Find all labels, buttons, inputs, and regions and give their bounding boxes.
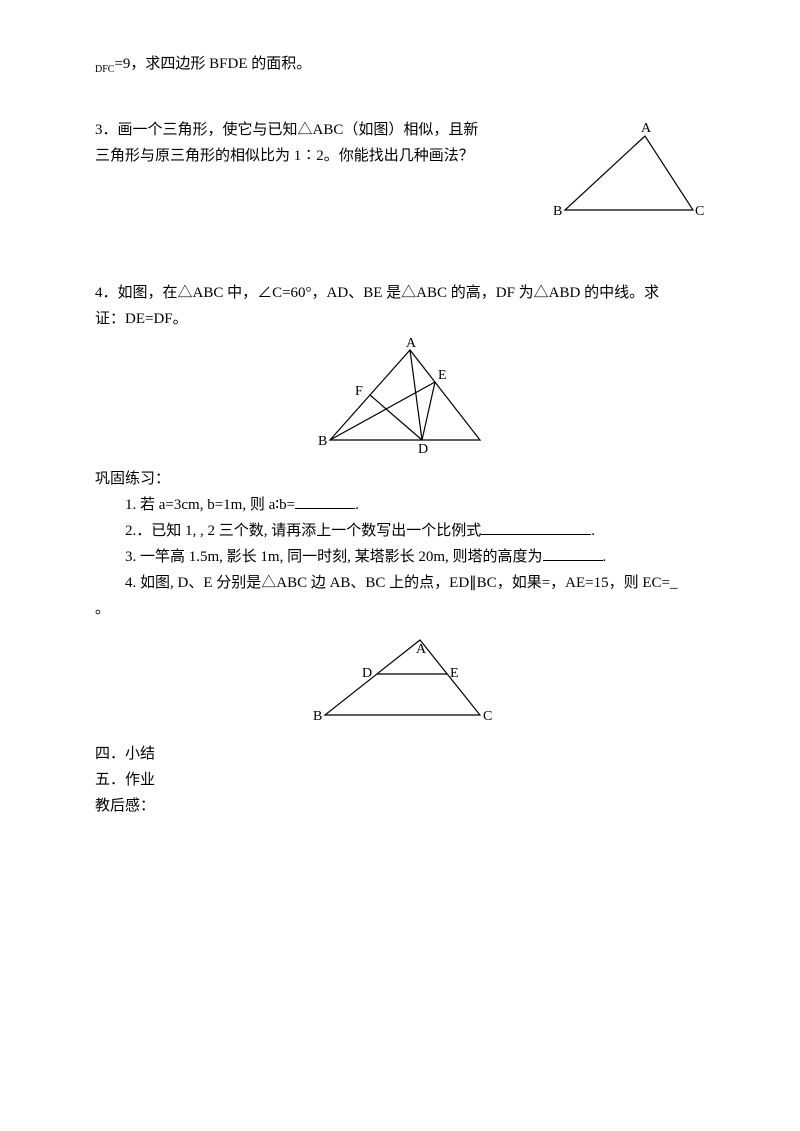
fragment-text: =9，求四边形 BFDE 的面积。: [114, 56, 311, 72]
practice-block: 巩固练习： 1. 若 a=3cm, b=1m, 则 a∶b=. 2.．已知 1,…: [95, 467, 705, 738]
label-C: C: [695, 204, 704, 219]
figure-triangle-de: A D E B C: [95, 625, 705, 738]
label-E4: E: [438, 368, 447, 383]
footer-block: 四．小结 五．作业 教后感：: [95, 742, 705, 818]
label-A: A: [641, 121, 652, 136]
figure-triangle-ad-be: A B F E D: [95, 335, 705, 463]
label-D4: D: [418, 442, 428, 455]
footer-3: 教后感：: [95, 794, 705, 818]
question-3-block: A B C 3．画一个三角形，使它与已知△ABC（如图）相似，且新 三角形与原三…: [95, 118, 705, 236]
footer-1: 四．小结: [95, 742, 705, 766]
blank-1: [295, 493, 355, 509]
blank-3: [543, 545, 603, 561]
blank-2: [481, 519, 591, 535]
label-A4: A: [406, 336, 417, 351]
label-A5: A: [416, 642, 427, 657]
label-B5: B: [313, 709, 322, 724]
fragment-line: DFC=9，求四边形 BFDE 的面积。: [95, 52, 705, 78]
practice-4-tail: 。: [95, 597, 705, 621]
label-F4: F: [355, 384, 363, 399]
q4-line2: 证：DE=DF。: [95, 307, 705, 331]
practice-2: 2.．已知 1, , 2 三个数, 请再添上一个数写出一个比例式.: [95, 519, 705, 543]
practice-1: 1. 若 a=3cm, b=1m, 则 a∶b=.: [95, 493, 705, 517]
label-D5: D: [362, 666, 372, 681]
practice-heading: 巩固练习：: [95, 467, 705, 491]
label-E5: E: [450, 666, 459, 681]
footer-2: 五．作业: [95, 768, 705, 792]
label-C5: C: [483, 709, 492, 724]
q4-line1: 4．如图，在△ABC 中，∠C=60°，AD、BE 是△ABC 的高，DF 为△…: [95, 281, 705, 305]
label-B: B: [553, 204, 562, 219]
label-B4: B: [318, 434, 327, 449]
question-4-block: 4．如图，在△ABC 中，∠C=60°，AD、BE 是△ABC 的高，DF 为△…: [95, 281, 705, 463]
figure-triangle-abc: A B C: [545, 118, 705, 236]
fragment-sub: DFC: [95, 64, 114, 75]
practice-3: 3. 一竿高 1.5m, 影长 1m, 同一时刻, 某塔影长 20m, 则塔的高…: [95, 545, 705, 569]
practice-4: 4. 如图, D、E 分别是△ABC 边 AB、BC 上的点，ED∥BC，如果=…: [95, 571, 705, 595]
